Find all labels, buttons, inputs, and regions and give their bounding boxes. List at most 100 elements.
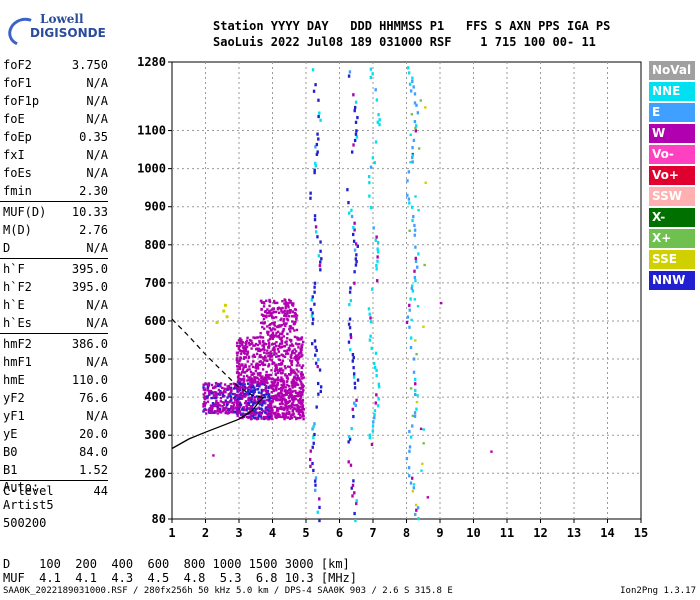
echo-pixel [217, 403, 220, 406]
echo-pixel [313, 285, 316, 289]
echo-pixel [285, 315, 288, 318]
echo-pixel [417, 209, 420, 212]
auto-version: 500200 [3, 516, 47, 530]
echo-pixel [414, 503, 418, 507]
echo-pixel [218, 391, 222, 394]
auto-label: Auto: [3, 480, 40, 494]
echo-pixel [411, 424, 414, 428]
echo-pixel [236, 344, 239, 347]
echo-pixel [296, 410, 299, 413]
echo-pixel [249, 376, 252, 379]
echo-pixel [202, 386, 205, 389]
echo-pixel [224, 400, 227, 403]
echo-pixel [417, 517, 420, 521]
echo-pixel [300, 345, 304, 349]
echo-pixel [247, 416, 250, 419]
echo-pixel [229, 386, 232, 389]
echo-pixel [409, 387, 413, 390]
echo-pixel [282, 319, 285, 323]
echo-pixel [270, 314, 273, 317]
echo-pixel [279, 307, 283, 311]
echo-pixel [284, 324, 287, 328]
echo-pixel [233, 396, 237, 399]
echo-pixel [285, 322, 288, 325]
echo-pixel [411, 476, 414, 480]
echo-pixel [288, 301, 291, 304]
echo-pixel [293, 395, 296, 398]
echo-pixel [278, 358, 282, 362]
echo-pixel [266, 333, 270, 336]
echo-pixel [315, 142, 319, 147]
echo-pixel [233, 401, 236, 404]
echo-pixel [293, 335, 297, 339]
echo-pixel [268, 415, 271, 418]
echo-pixel [276, 348, 280, 351]
echo-pixel [206, 396, 209, 400]
echo-pixel [245, 343, 248, 346]
echo-pixel [282, 416, 285, 419]
echo-pixel [293, 311, 297, 315]
echo-pixel [237, 345, 240, 348]
echo-pixel [278, 413, 281, 417]
echo-pixel [227, 393, 230, 396]
echo-pixel [267, 346, 270, 349]
echo-pixel [377, 113, 380, 117]
echo-pixel [411, 76, 414, 80]
echo-pixel [289, 368, 293, 371]
echo-pixel [313, 171, 316, 175]
echo-pixel [376, 255, 379, 259]
echo-pixel [301, 354, 304, 357]
echo-pixel [267, 404, 270, 407]
footer-info: SAA0K_2022189031000.RSF / 280fx256h 50 k… [3, 586, 453, 596]
echo-pixel [250, 400, 253, 404]
echo-pixel [211, 409, 214, 413]
echo-pixel [415, 407, 418, 411]
echo-pixel [262, 346, 266, 349]
echo-pixel [415, 400, 419, 404]
echo-pixel [299, 380, 303, 384]
echo-pixel [284, 391, 288, 395]
echo-pixel [268, 304, 271, 308]
echo-pixel [350, 208, 353, 212]
echo-pixel [275, 341, 278, 344]
param-key: hmE [3, 373, 25, 387]
echo-pixel [294, 391, 298, 395]
legend-item-vo: Vo- [649, 145, 695, 164]
echo-pixel [251, 389, 255, 392]
param-value: N/A [86, 76, 108, 90]
echo-pixel [262, 301, 266, 304]
echo-pixel [414, 279, 417, 283]
echo-pixel [277, 371, 280, 374]
echo-pixel [299, 408, 303, 412]
echo-pixel [257, 349, 260, 353]
echo-pixel [203, 404, 207, 407]
echo-pixel [300, 336, 304, 339]
echo-pixel [279, 371, 283, 375]
param-row: B1 1.52 [0, 461, 165, 479]
echo-pixel [282, 327, 285, 331]
echo-pixel [414, 339, 417, 342]
echo-pixel [276, 398, 279, 402]
y-tick-label: 1280 [137, 55, 166, 69]
echo-pixel [270, 409, 274, 413]
param-row: yF1 N/A [0, 407, 165, 425]
echo-pixel [254, 342, 258, 346]
echo-pixel [373, 361, 376, 366]
echo-pixel [226, 396, 229, 399]
echo-pixel [260, 388, 263, 392]
param-row: foF1 N/A [0, 74, 165, 92]
echo-pixel [214, 404, 217, 408]
echo-pixel [263, 396, 267, 399]
muf-value-row: MUF 4.1 4.1 4.3 4.5 4.8 5.3 6.8 10.3 [MH… [3, 571, 358, 585]
param-row: hmF1 N/A [0, 353, 165, 371]
echo-pixel [268, 358, 272, 361]
echo-pixel [264, 359, 268, 362]
echo-pixel [266, 308, 269, 311]
echo-pixel [369, 316, 372, 320]
echo-pixel [243, 383, 246, 386]
y-tick-label: 900 [144, 200, 166, 214]
echo-pixel [225, 403, 229, 407]
echo-pixel [274, 388, 277, 392]
param-value: 76.6 [79, 391, 108, 405]
echo-pixel [240, 379, 243, 382]
